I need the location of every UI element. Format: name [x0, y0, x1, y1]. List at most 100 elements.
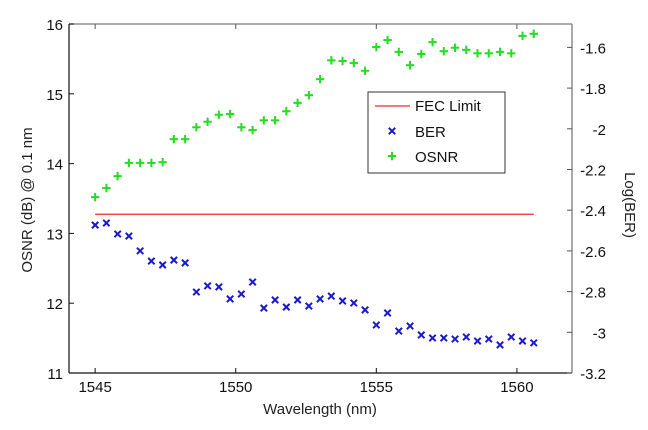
osnr-point: [450, 43, 460, 52]
y-right-tick-label: -2: [593, 122, 606, 139]
osnr-point: [169, 134, 179, 144]
osnr-point: [327, 56, 336, 65]
osnr-point: [394, 47, 404, 57]
ber-point: [91, 221, 100, 229]
ber-point: [203, 281, 212, 290]
ber-point: [496, 341, 504, 349]
y-left-tick-label: 12: [46, 296, 63, 313]
y-axis-label-left: OSNR (dB) @ 0.1 nm: [19, 127, 36, 272]
osnr-point: [147, 158, 156, 168]
osnr-point: [124, 158, 134, 168]
y-right-tick-label: -2.8: [580, 285, 606, 302]
y-left-tick-label: 14: [46, 157, 63, 174]
ber-point: [316, 295, 324, 303]
osnr-point: [372, 42, 381, 52]
y-right-tick-label: -2.2: [580, 163, 606, 180]
ber-point: [102, 219, 111, 227]
osnr-point: [259, 116, 269, 125]
osnr-point: [360, 66, 370, 75]
osnr-point: [135, 158, 145, 168]
osnr-point: [428, 37, 437, 47]
ber-point: [169, 256, 178, 264]
ber-point: [248, 278, 257, 286]
legend-fec-limit-label: FEC Limit: [415, 98, 482, 115]
y-left-tick-label: 16: [46, 17, 63, 34]
osnr-point: [214, 110, 224, 119]
osnr-point: [225, 109, 235, 119]
y-axis-label-right: Log(BER): [621, 172, 638, 238]
osnr-point: [338, 56, 347, 66]
ber-point: [271, 296, 279, 304]
osnr-point: [507, 49, 516, 58]
x-tick-label: 1550: [219, 379, 252, 396]
y-right-tick-label: -1.8: [580, 81, 606, 98]
ber-point: [259, 304, 268, 312]
y-right-tick-label: -2.6: [580, 244, 606, 261]
ber-point: [417, 331, 426, 339]
y-right-tick-label: -1.6: [580, 40, 606, 57]
osnr-point: [102, 183, 111, 193]
ber-point: [113, 230, 122, 238]
osnr-point: [529, 29, 538, 38]
ber-point: [484, 335, 493, 343]
y-left-tick-label: 13: [46, 226, 63, 243]
ber-point: [394, 327, 403, 335]
ber-point: [383, 309, 392, 317]
legend-osnr-label: OSNR: [415, 149, 459, 166]
legend-osnr-marker: [387, 151, 397, 161]
ber-point: [181, 259, 190, 267]
ber-point: [529, 338, 538, 347]
osnr-point: [180, 134, 190, 144]
y-right-tick-label: -3: [593, 325, 606, 342]
ticks: 1545 1550 1555 1560 11 12 13 14 15 16 -3.2 -3 -2.8 -2…: [46, 17, 606, 396]
x-tick-label: 1555: [360, 379, 393, 396]
osnr-point: [383, 35, 392, 45]
ber-point: [406, 322, 414, 330]
ber-point: [192, 288, 201, 296]
osnr-point: [315, 74, 325, 84]
ber-point: [338, 297, 347, 305]
osnr-point: [282, 107, 291, 116]
axes: [68, 23, 573, 374]
ber-point: [518, 337, 527, 345]
osnr-point: [304, 90, 314, 100]
ber-point: [147, 257, 156, 265]
y-right-tick-label: -3.2: [580, 366, 606, 383]
osnr-point: [349, 58, 359, 68]
legend-osnr-swatch: [387, 151, 397, 161]
osnr-point: [405, 60, 415, 70]
osnr-point: [417, 49, 426, 59]
osnr-point: [192, 123, 201, 132]
legend: FEC Limit BER OSNR: [367, 91, 506, 174]
ber-point: [124, 232, 133, 240]
osnr-point: [484, 49, 493, 58]
x-tick-label: 1545: [78, 379, 111, 396]
ber-point: [304, 302, 313, 310]
ber-point: [473, 337, 482, 345]
ber-point: [462, 333, 471, 341]
osnr-point: [237, 123, 246, 132]
ber-point: [293, 296, 302, 304]
ber-point: [282, 303, 291, 311]
ber-point: [507, 333, 516, 341]
ber-point: [237, 290, 246, 298]
osnr-point: [495, 47, 505, 57]
legend-ber-label: BER: [415, 124, 446, 141]
ber-point: [226, 295, 235, 303]
ber-point: [439, 334, 448, 342]
series-layer: [90, 29, 538, 349]
y-right-tick-label: -2.4: [580, 203, 606, 220]
osnr-point: [113, 171, 122, 181]
osnr-point: [293, 98, 302, 108]
osnr-point: [248, 125, 257, 135]
osnr-point: [203, 117, 212, 126]
osnr-point: [439, 47, 448, 56]
osnr-point: [270, 116, 280, 125]
ber-point: [451, 335, 459, 343]
osnr-point: [518, 31, 527, 41]
ber-point: [327, 292, 336, 300]
osnr-point: [462, 45, 471, 55]
ber-point: [214, 283, 223, 291]
osnr-point: [473, 49, 482, 58]
